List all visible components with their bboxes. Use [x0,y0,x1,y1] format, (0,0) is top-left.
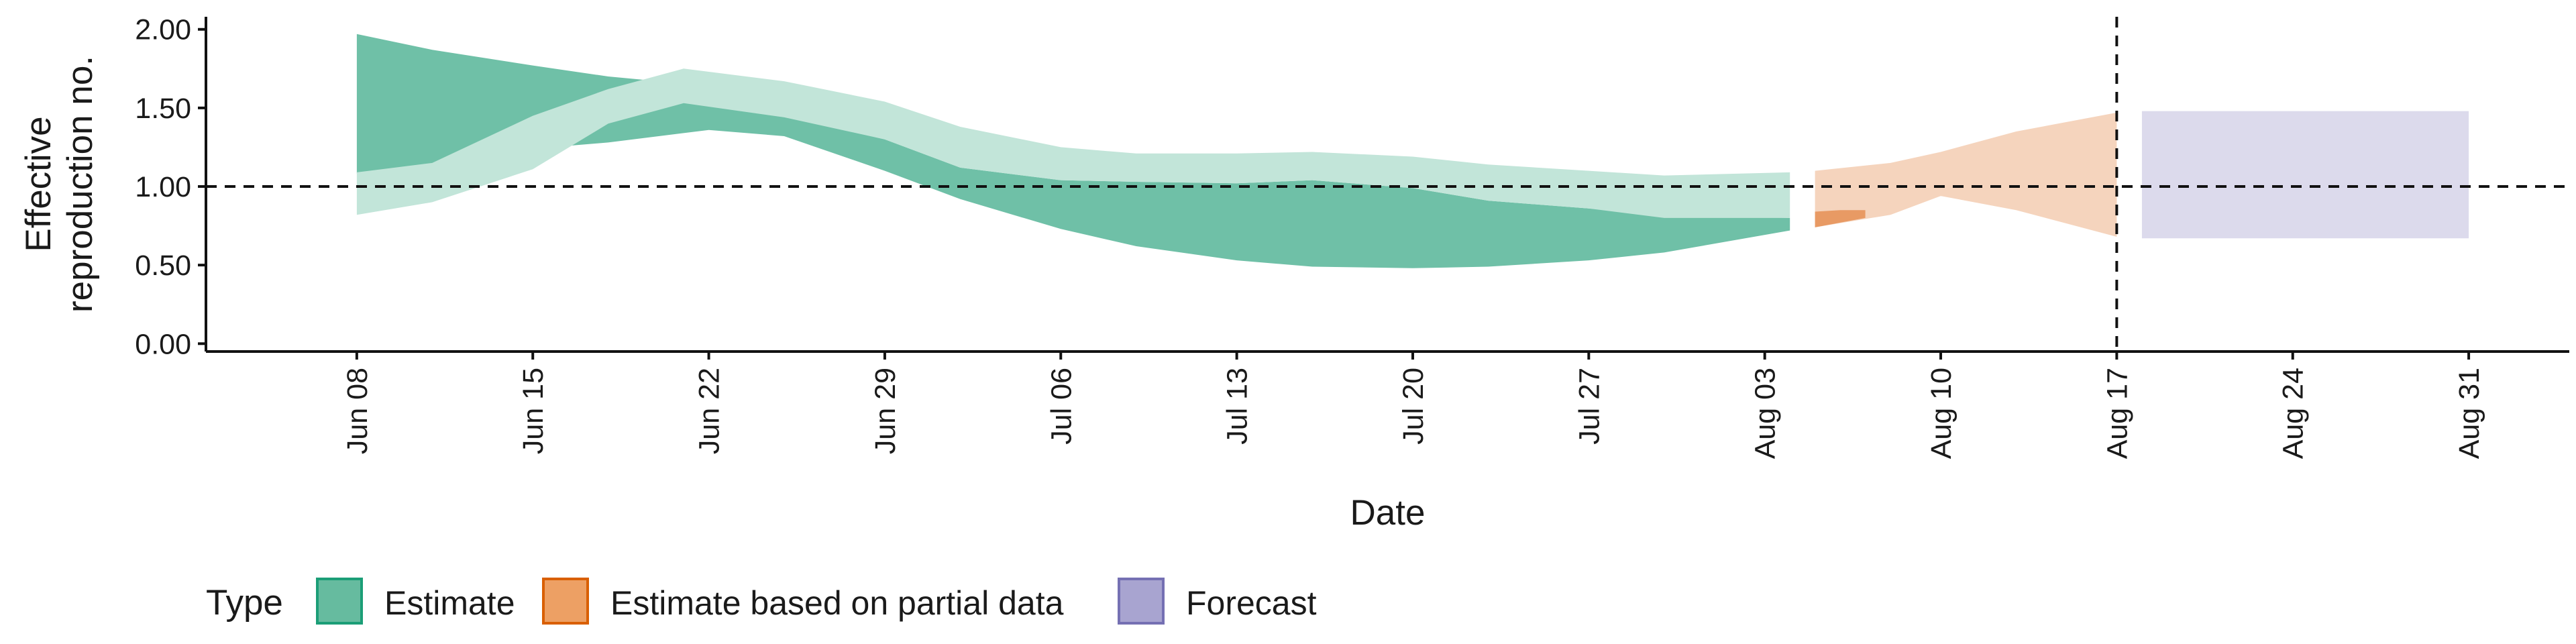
bands-layer [356,34,2469,268]
legend-label-1: Estimate based on partial data [610,584,1064,622]
band-estimate-based-on-partial-data-4 [1815,210,1866,227]
y-tick-label: 0.50 [135,250,191,282]
y-tick-label: 1.00 [135,171,191,203]
y-tick-label: 1.50 [135,93,191,125]
x-tick-label: Aug 24 [2277,368,2310,459]
y-axis-label: Effectivereproduction no. [19,56,100,313]
x-tick-label: Jul 13 [1222,368,1254,445]
y-tick-label: 2.00 [135,14,191,46]
x-axis-label: Date [1350,493,1426,533]
x-tick-label: Aug 03 [1750,368,1782,459]
x-tick-label: Jun 22 [694,368,726,454]
legend-key-2 [1118,578,1165,625]
band-estimate-based-on-partial-data-3 [1815,186,2117,221]
x-tick-label: Jul 20 [1397,368,1430,445]
legend-key-0 [316,578,363,625]
x-tick-label: Jun 08 [341,368,374,454]
y-axis-label-line: reproduction no. [60,56,100,313]
legend-title: Type [206,583,283,623]
y-tick-label: 0.00 [135,328,191,360]
x-tick-label: Jul 27 [1573,368,1605,445]
legend-label-2: Forecast [1186,584,1317,622]
axes: 0.00 0.50 1.00 1.50 2.00 Jun 08 Jun 15 Jun 22 Ju… [19,14,2569,533]
y-axis-label-line: Effective [19,116,58,252]
band-estimate-based-on-partial-data-2 [1815,112,2117,237]
band-estimate-1 [356,68,1790,218]
x-tick-label: Aug 31 [2453,368,2485,459]
x-tick-label: Jun 29 [869,368,902,454]
x-tick-label: Jun 15 [517,368,549,454]
x-tick-label: Aug 17 [2101,368,2133,459]
legend-label-0: Estimate [384,584,515,622]
x-tick-label: Aug 10 [1925,368,1957,459]
band-forecast-5 [2141,111,2469,239]
x-tick-label: Jul 06 [1045,368,1077,445]
legend-key-1 [542,578,589,625]
legend: Type Estimate Estimate based on partial da… [206,578,1317,625]
